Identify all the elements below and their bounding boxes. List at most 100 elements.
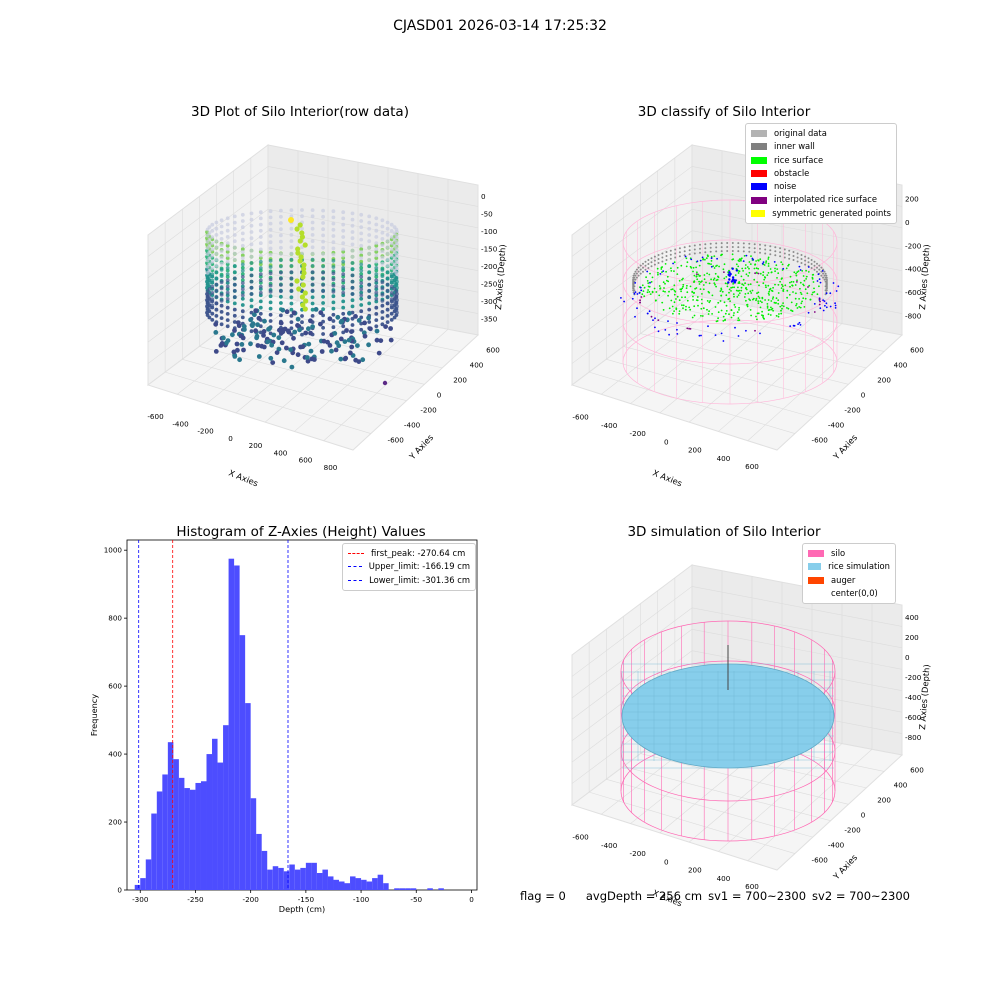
rice-surface-point xyxy=(774,270,776,273)
rice-surface-point xyxy=(732,293,735,295)
interpolated-point xyxy=(686,327,689,330)
rice-surface-point xyxy=(720,309,723,312)
wall-point xyxy=(753,247,756,250)
rice-surface-point xyxy=(738,309,740,311)
data-point xyxy=(232,301,237,306)
z-tick-label: -800 xyxy=(905,311,922,320)
y-axis-label: Y Axies xyxy=(830,432,859,462)
data-point xyxy=(214,314,219,318)
rice-surface-point xyxy=(651,290,654,293)
wall-point xyxy=(632,284,635,287)
interpolated-point xyxy=(754,272,756,275)
rice-surface-point xyxy=(662,281,665,284)
rice-surface-point xyxy=(759,306,762,309)
rice-surface-point xyxy=(804,288,807,291)
noise-point xyxy=(745,254,748,257)
wall-point xyxy=(647,267,650,269)
classify-legend: original data inner wall rice surface ob… xyxy=(745,123,897,225)
data-point xyxy=(341,228,346,233)
wall-point xyxy=(665,259,668,261)
rice-surface-point xyxy=(740,286,743,289)
data-point xyxy=(341,259,346,264)
data-point xyxy=(210,297,215,301)
wall-point xyxy=(759,243,761,246)
data-point xyxy=(279,245,283,250)
data-point xyxy=(359,268,364,273)
rice-surface-point xyxy=(688,306,691,309)
wall-point xyxy=(742,242,745,245)
rice-surface-point xyxy=(674,290,677,293)
data-point xyxy=(301,262,307,268)
rice-surface-point xyxy=(744,267,747,270)
wall-point xyxy=(769,249,772,252)
wall-point xyxy=(792,251,795,253)
data-point xyxy=(214,282,219,287)
data-point xyxy=(279,270,283,275)
rice-surface-point xyxy=(699,275,701,277)
rice-surface-point xyxy=(742,270,744,272)
rice-surface-point xyxy=(782,305,785,308)
data-point xyxy=(219,230,224,235)
wall-point xyxy=(720,246,723,249)
data-point xyxy=(374,243,379,248)
rice-surface-point xyxy=(671,305,674,308)
noise-point xyxy=(737,335,740,337)
x-tick-label: -600 xyxy=(147,412,164,421)
data-point xyxy=(367,226,372,231)
x-tick-label: 200 xyxy=(249,441,263,450)
noise-point xyxy=(735,269,738,272)
data-point xyxy=(225,228,230,233)
rice-surface-point xyxy=(749,309,752,311)
rice-surface-point xyxy=(648,291,651,293)
data-point xyxy=(258,299,263,304)
histogram-bar xyxy=(223,725,229,890)
y-tick-label: -200 xyxy=(844,406,861,415)
data-point xyxy=(236,323,242,329)
data-point xyxy=(249,217,254,222)
legend-item: original data xyxy=(751,127,891,140)
rice-surface-point xyxy=(764,299,766,301)
noise-point xyxy=(646,312,649,315)
noise-point xyxy=(676,322,678,324)
rice-surface-point xyxy=(737,317,740,319)
z-tick-label: 0 xyxy=(905,218,910,227)
rice-surface-point xyxy=(708,291,711,294)
grid-line xyxy=(691,208,903,250)
data-point xyxy=(374,305,379,310)
histogram-bar xyxy=(239,635,246,890)
data-point xyxy=(289,226,294,231)
rice-surface-point xyxy=(749,283,752,286)
data-point xyxy=(241,324,247,329)
data-point xyxy=(289,282,294,287)
data-point xyxy=(240,284,245,289)
interpolated-point xyxy=(818,298,821,301)
histogram-bar xyxy=(184,788,190,890)
data-point xyxy=(374,241,379,246)
rice-surface-point xyxy=(737,272,740,274)
data-point xyxy=(232,282,237,287)
data-point xyxy=(367,295,372,299)
rice-surface-point xyxy=(797,270,800,272)
data-point xyxy=(374,337,380,343)
data-point xyxy=(294,226,300,232)
data-point xyxy=(350,211,355,216)
rice-surface-point xyxy=(658,294,661,297)
data-point xyxy=(252,312,257,318)
data-point xyxy=(279,276,283,281)
z-axis-label: Z Axies (Depth) xyxy=(493,244,508,310)
wall-point xyxy=(657,258,660,260)
z-tick-label: -600 xyxy=(905,713,922,722)
grid-line xyxy=(294,323,419,432)
data-point xyxy=(219,249,224,254)
legend-label: auger xyxy=(831,574,856,585)
interpolated-point xyxy=(757,272,760,275)
data-point xyxy=(310,226,315,231)
rice-surface-point xyxy=(732,314,735,317)
data-point xyxy=(353,314,358,319)
legend-label: obstacle xyxy=(774,167,810,178)
data-point xyxy=(321,227,325,232)
noise-point xyxy=(652,319,654,321)
wall-point xyxy=(783,248,786,251)
data-point xyxy=(359,278,364,283)
data-point xyxy=(289,364,295,370)
